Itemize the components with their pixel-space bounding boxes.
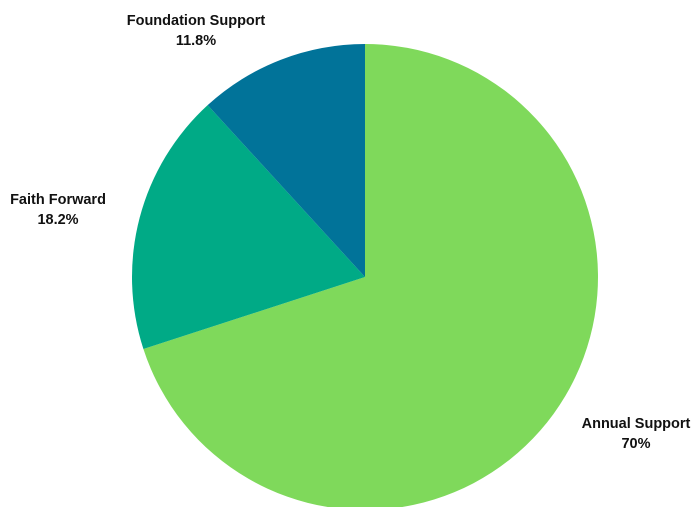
slice-label-faith-forward: Faith Forward	[10, 192, 106, 208]
pie-slices	[131, 44, 598, 507]
slice-label-foundation-support: Foundation Support	[127, 13, 266, 29]
slice-value-faith-forward: 18.2%	[37, 212, 78, 228]
slice-value-annual-support: 70%	[621, 436, 650, 452]
slice-annual-support	[143, 44, 598, 507]
slice-faith-forward	[131, 105, 365, 349]
slice-value-foundation-support: 11.8%	[176, 33, 216, 49]
slice-foundation-support	[207, 44, 365, 277]
slice-label-annual-support: Annual Support	[582, 416, 691, 432]
pie-labels: Annual Support 70% Faith Forward 18.2% Found…	[10, 13, 690, 452]
